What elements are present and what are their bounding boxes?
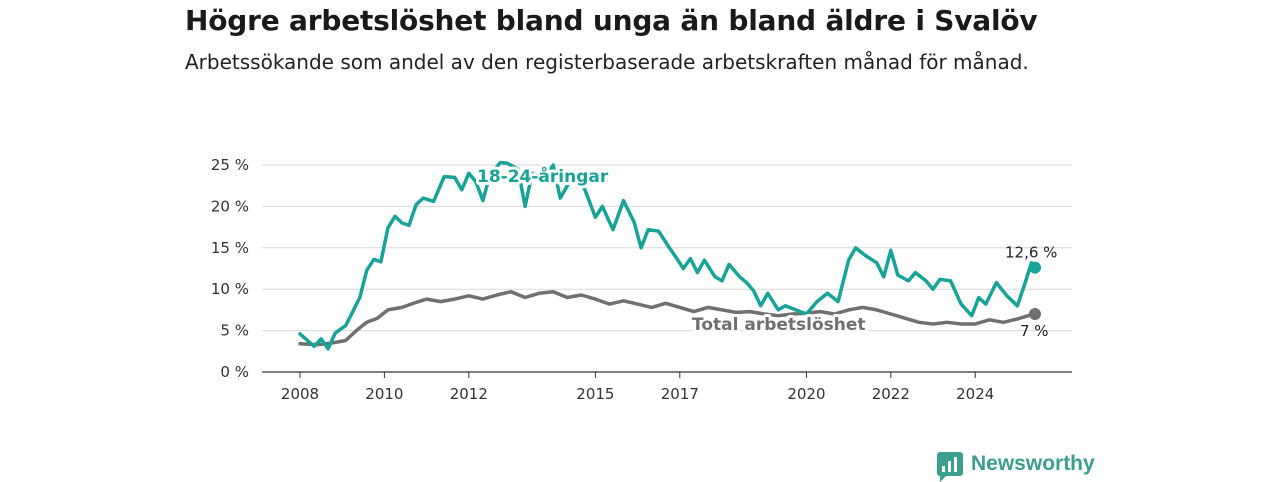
- y-tick-label: 20 %: [211, 197, 249, 215]
- series-lines: [298, 160, 1041, 351]
- x-tick-label: 2017: [661, 385, 699, 403]
- x-tick-label: 2012: [450, 385, 488, 403]
- x-tick-label: 2020: [787, 385, 825, 403]
- y-tick-label: 5 %: [220, 322, 249, 340]
- end-point-total: [1028, 308, 1041, 321]
- chart-subtitle: Arbetssökande som andel av den registerb…: [185, 50, 1029, 74]
- newsworthy-logo: Newsworthy: [937, 448, 1095, 482]
- end-value-total: 7 %: [1020, 322, 1049, 340]
- y-tick-label: 10 %: [211, 280, 249, 298]
- series-name-18-24: 18-24-åringar: [477, 165, 609, 187]
- series-name-total-halo: Total arbetslöshet: [692, 315, 866, 335]
- newsworthy-chart-bubble-icon: [937, 452, 963, 482]
- series-line-18-24: [298, 160, 1037, 351]
- brand-name: Newsworthy: [971, 452, 1095, 475]
- y-tick-label: 15 %: [211, 239, 249, 257]
- x-tick-label: 2024: [956, 385, 994, 403]
- y-tick-label: 0 %: [220, 363, 249, 381]
- x-axis-ticks: 2008 2010 2012 2015 2017 2020 2022 2024: [281, 372, 994, 403]
- series-name-18-24-halo: 18-24-åringar: [477, 165, 609, 187]
- y-axis-ticks: 0 % 5 % 10 % 15 % 20 % 25 %: [211, 156, 249, 381]
- x-tick-label: 2015: [576, 385, 614, 403]
- chart-title: Högre arbetslöshet bland unga än bland ä…: [185, 4, 1038, 37]
- grid-lines: [262, 164, 1072, 373]
- end-point-18-24: [1028, 261, 1041, 274]
- x-tick-label: 2010: [365, 385, 403, 403]
- x-tick-label: 2022: [872, 385, 910, 403]
- x-tick-label: 2008: [281, 385, 319, 403]
- series-name-total: Total arbetslöshet: [692, 315, 866, 335]
- series-line-total: [298, 289, 1037, 347]
- y-tick-label: 25 %: [211, 156, 249, 174]
- end-value-18-24: 12,6 %: [1005, 244, 1057, 262]
